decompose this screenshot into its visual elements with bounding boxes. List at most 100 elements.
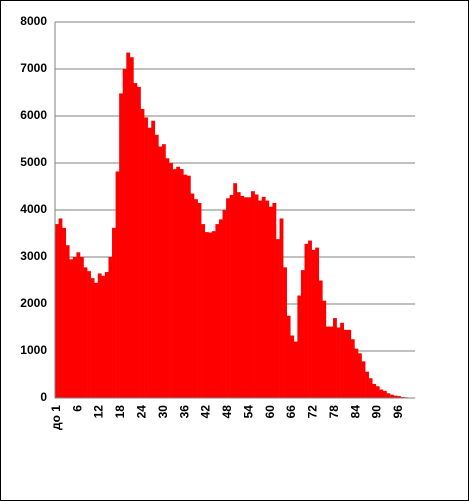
bar [55, 224, 59, 398]
y-tick-label: 0 [40, 390, 47, 404]
y-tick-label: 8000 [20, 14, 47, 28]
bar [308, 240, 312, 398]
bar [65, 245, 70, 398]
bar [161, 144, 166, 398]
bar [251, 191, 255, 398]
bar [386, 393, 391, 398]
bar [172, 169, 177, 398]
bar [144, 117, 148, 398]
bar [136, 86, 141, 399]
bar [382, 390, 387, 398]
bar [258, 200, 263, 398]
x-tick-label: 96 [391, 405, 405, 419]
bar [140, 108, 145, 398]
bar [336, 327, 341, 398]
bar [311, 249, 316, 398]
bar [272, 202, 277, 398]
y-tick-label: 1000 [20, 343, 47, 357]
y-tick-label: 3000 [20, 249, 47, 263]
bar [94, 282, 99, 398]
bar [325, 326, 330, 398]
bar [226, 198, 230, 398]
x-tick-label: 24 [134, 405, 148, 419]
bar [62, 227, 66, 398]
bar [158, 146, 163, 398]
x-tick-label: 90 [370, 405, 384, 419]
bar [218, 219, 223, 398]
bar [186, 175, 191, 398]
bar [165, 158, 170, 398]
bar [122, 69, 127, 398]
bar [133, 83, 138, 398]
x-tick-label: 78 [327, 405, 341, 419]
bar [261, 196, 266, 398]
bar [315, 247, 320, 398]
bar [58, 218, 63, 398]
bar [154, 134, 159, 399]
bar [240, 195, 245, 398]
bar [215, 224, 220, 398]
bar [279, 218, 284, 398]
bar [290, 335, 295, 398]
x-tick-label: до 1 [49, 405, 63, 430]
bar [333, 318, 337, 398]
bar [126, 52, 131, 399]
bar [151, 120, 156, 398]
bar [87, 271, 91, 398]
x-tick-label: 6 [70, 405, 84, 412]
bar [393, 395, 398, 398]
y-tick-label: 7000 [20, 61, 47, 75]
bar [119, 93, 124, 398]
x-tick-label: 48 [220, 405, 234, 419]
bar [233, 183, 238, 398]
bar [69, 259, 74, 398]
x-tick-label: 66 [284, 405, 298, 419]
bar [304, 243, 309, 398]
x-tick-label: 54 [241, 405, 255, 419]
y-tick-label: 6000 [20, 108, 47, 122]
bar [176, 166, 181, 398]
bar [101, 275, 106, 398]
bar [361, 361, 366, 398]
bar [97, 273, 102, 398]
bar [357, 353, 362, 398]
bar [268, 206, 273, 398]
bar [286, 315, 291, 398]
bar [329, 326, 334, 398]
bar [190, 193, 195, 398]
bar [222, 210, 227, 398]
bar [340, 322, 345, 398]
bar [343, 329, 348, 398]
bar [283, 267, 287, 398]
x-tick-label: 30 [156, 405, 170, 419]
y-tick-label: 2000 [20, 296, 47, 310]
x-tick-label: 84 [348, 405, 362, 419]
y-tick-label: 4000 [20, 202, 47, 216]
y-tick-label: 5000 [20, 155, 47, 169]
x-tick-label: 18 [113, 405, 127, 419]
bar [293, 341, 298, 398]
bar [211, 231, 216, 398]
x-tick-label: 72 [306, 405, 320, 419]
bar [236, 192, 241, 398]
x-tick-label: 12 [92, 405, 106, 419]
bar [397, 396, 402, 398]
bar [169, 163, 173, 398]
bar [368, 378, 373, 398]
bar [197, 202, 202, 398]
x-tick-label: 60 [263, 405, 277, 419]
bar [201, 224, 206, 398]
bar [350, 339, 355, 398]
bar [347, 329, 352, 398]
bar [265, 200, 270, 398]
bar [254, 194, 259, 398]
bar [322, 300, 327, 398]
bar [318, 280, 323, 398]
x-tick-label: 42 [199, 405, 213, 419]
bar [379, 389, 384, 398]
bar [83, 267, 88, 398]
bar [243, 197, 248, 398]
bar [375, 386, 380, 398]
bar [365, 371, 369, 398]
